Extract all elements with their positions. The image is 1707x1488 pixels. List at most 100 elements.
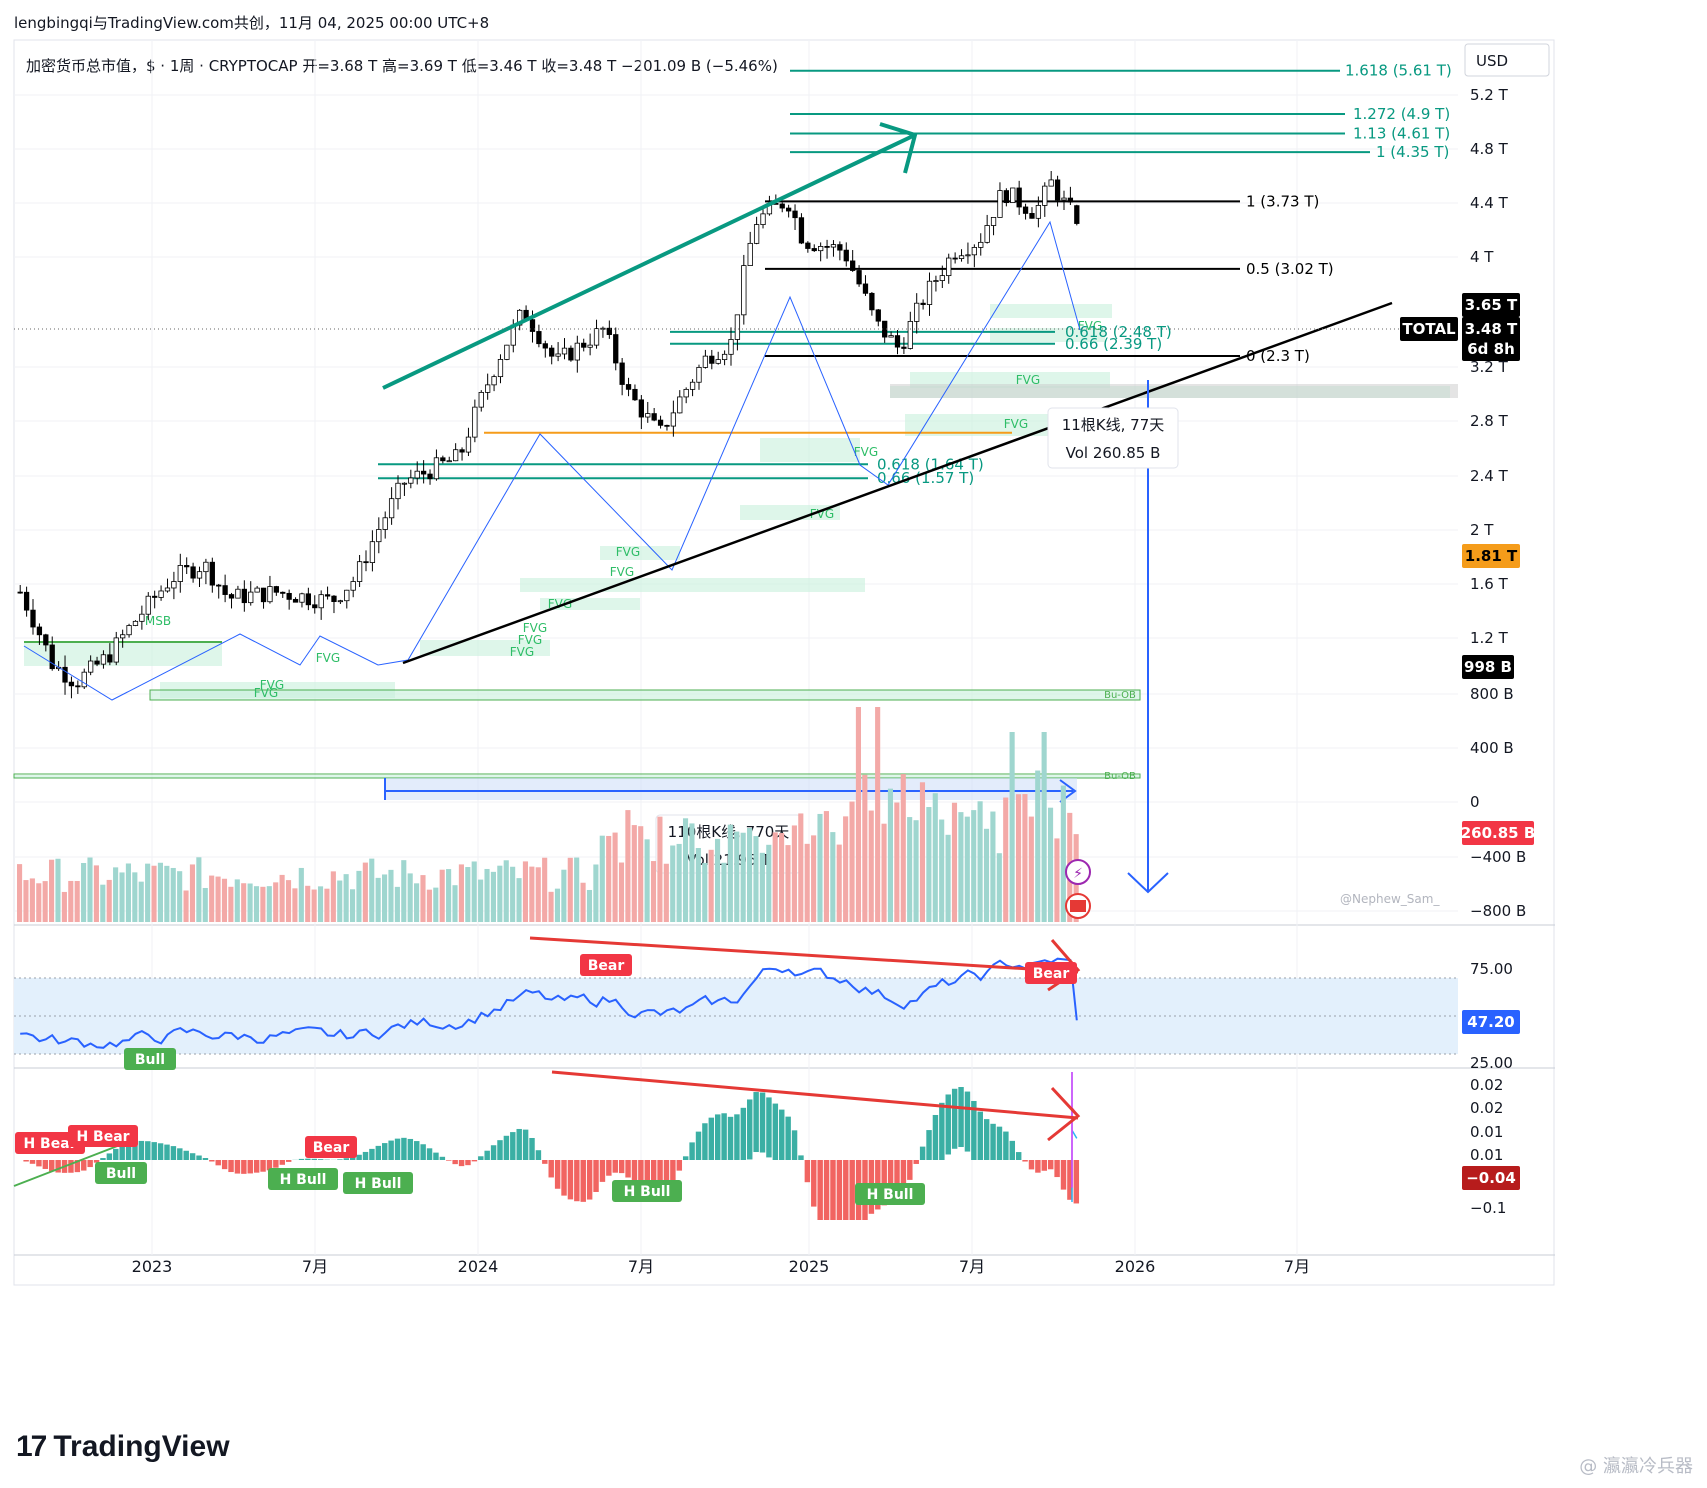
candle bbox=[555, 353, 561, 357]
price-axis-tick: 2 T bbox=[1470, 521, 1494, 539]
macd-hist-bar bbox=[663, 1160, 670, 1193]
volume-bar bbox=[958, 812, 964, 922]
volume-bar bbox=[452, 885, 458, 922]
price-axis-tick: 5.2 T bbox=[1470, 86, 1509, 104]
volume-bar bbox=[234, 879, 240, 922]
candle bbox=[235, 588, 241, 599]
volume-bar bbox=[1041, 732, 1047, 922]
candle bbox=[1061, 197, 1067, 201]
volume-bar bbox=[478, 879, 484, 922]
volume-bar bbox=[36, 883, 42, 922]
volume-bar bbox=[439, 869, 445, 922]
candle bbox=[254, 587, 260, 593]
macd-hist-bar bbox=[29, 1160, 36, 1164]
candle bbox=[683, 388, 689, 398]
macd-hist-bar bbox=[625, 1160, 631, 1178]
macd-hist-bar bbox=[913, 1160, 919, 1164]
volume-bar bbox=[529, 866, 535, 922]
macd-hist-bar bbox=[446, 1160, 452, 1161]
candle bbox=[1003, 190, 1009, 203]
macd-hist-bar bbox=[1067, 1160, 1073, 1200]
countdown-tag bbox=[1462, 337, 1520, 361]
candle bbox=[581, 342, 587, 348]
macd-bear-badge-text: H Bear bbox=[76, 1129, 129, 1145]
price-tag-low-text: 998 B bbox=[1464, 658, 1512, 676]
macd-hist-bar bbox=[215, 1160, 221, 1166]
candle bbox=[529, 319, 536, 332]
macd-bull-badge bbox=[612, 1180, 682, 1202]
macd-axis-tick: 0.02 bbox=[1470, 1099, 1503, 1117]
macd-hist-bar bbox=[23, 1160, 29, 1162]
author-tag: @Nephew_Sam_ bbox=[1340, 892, 1440, 906]
candle bbox=[657, 419, 664, 426]
macd-hist-bar bbox=[433, 1152, 439, 1160]
candle bbox=[427, 473, 433, 480]
macd-hist-bar bbox=[285, 1160, 292, 1162]
fvg-zone bbox=[540, 598, 640, 610]
macd-hist-bar bbox=[996, 1126, 1003, 1160]
macd-hist-bar bbox=[657, 1160, 663, 1195]
fvg-label: FVG bbox=[510, 645, 534, 659]
candle bbox=[171, 581, 177, 589]
rsi-bull-badge bbox=[124, 1048, 176, 1070]
candle bbox=[593, 328, 600, 346]
time-axis-tick: 2026 bbox=[1115, 1257, 1156, 1276]
volume-bar bbox=[734, 831, 740, 922]
fib-level-label: 1 (3.73 T) bbox=[1246, 192, 1319, 210]
chart-canvas[interactable]: USD 5.2 T 4.8 T 4.4 T 4 T 3.2 T 2.8 T 2.4 T 2 T 1… bbox=[0, 0, 1707, 1420]
macd-hist-bar bbox=[241, 1160, 247, 1174]
macd-hist-bar bbox=[414, 1141, 420, 1160]
volume-bar bbox=[61, 891, 67, 922]
macd-hist-bar bbox=[401, 1137, 407, 1160]
macd-hist-bar bbox=[702, 1123, 708, 1160]
macd-hist-bar bbox=[113, 1148, 119, 1160]
candle bbox=[453, 449, 459, 462]
candle bbox=[1054, 179, 1061, 201]
volume-bar bbox=[401, 860, 407, 922]
candle bbox=[190, 566, 196, 579]
macd-divergence-arrow-head bbox=[1047, 1086, 1081, 1142]
symbol-tag-text: TOTAL bbox=[1402, 320, 1456, 338]
volume-bar bbox=[279, 874, 285, 922]
candle bbox=[440, 457, 446, 462]
candle bbox=[926, 280, 933, 305]
candle bbox=[350, 581, 356, 591]
candle bbox=[17, 591, 23, 594]
candle bbox=[939, 275, 945, 281]
candle bbox=[785, 207, 792, 212]
price-axis-tick: 4.8 T bbox=[1470, 140, 1509, 158]
volume-bar bbox=[177, 871, 183, 922]
candle bbox=[504, 344, 510, 360]
volume-axis-tick: 400 B bbox=[1470, 739, 1514, 757]
measure-box-small-line2: Vol 260.85 B bbox=[1066, 444, 1161, 462]
macd-hist-bar bbox=[529, 1137, 535, 1160]
candle bbox=[958, 255, 965, 259]
candle bbox=[465, 436, 472, 453]
volume-bar bbox=[330, 871, 336, 922]
price-axis-tick: 4.4 T bbox=[1470, 194, 1509, 212]
volume-bar bbox=[804, 843, 810, 922]
fib-level-label: 0.66 (2.39 T) bbox=[1065, 335, 1162, 353]
macd-hist-bar bbox=[567, 1160, 574, 1200]
volume-bar bbox=[714, 838, 721, 922]
volume-bar bbox=[196, 857, 202, 922]
macd-hist-bar bbox=[349, 1156, 356, 1160]
volume-bar bbox=[996, 853, 1002, 922]
volume-bar bbox=[817, 813, 823, 922]
rsi-axis-tick: 25.00 bbox=[1470, 1054, 1513, 1072]
macd-hist-bar bbox=[1060, 1160, 1067, 1190]
macd-hist-bar bbox=[894, 1160, 900, 1199]
macd-bear-badge bbox=[305, 1136, 357, 1158]
volume-bar bbox=[189, 864, 196, 922]
macd-hist-bar bbox=[798, 1155, 804, 1160]
candle bbox=[741, 265, 747, 316]
fib-level-label: 0.618 (2.48 T) bbox=[1065, 323, 1172, 341]
macd-hist-bar bbox=[497, 1140, 503, 1160]
macd-axis-tick: 0.01 bbox=[1470, 1146, 1503, 1164]
candle bbox=[933, 280, 939, 282]
volume-bar bbox=[113, 867, 119, 922]
volume-bar bbox=[100, 884, 106, 922]
volume-bar bbox=[926, 807, 932, 922]
macd-hist-bar bbox=[977, 1111, 983, 1160]
candle bbox=[779, 203, 785, 209]
